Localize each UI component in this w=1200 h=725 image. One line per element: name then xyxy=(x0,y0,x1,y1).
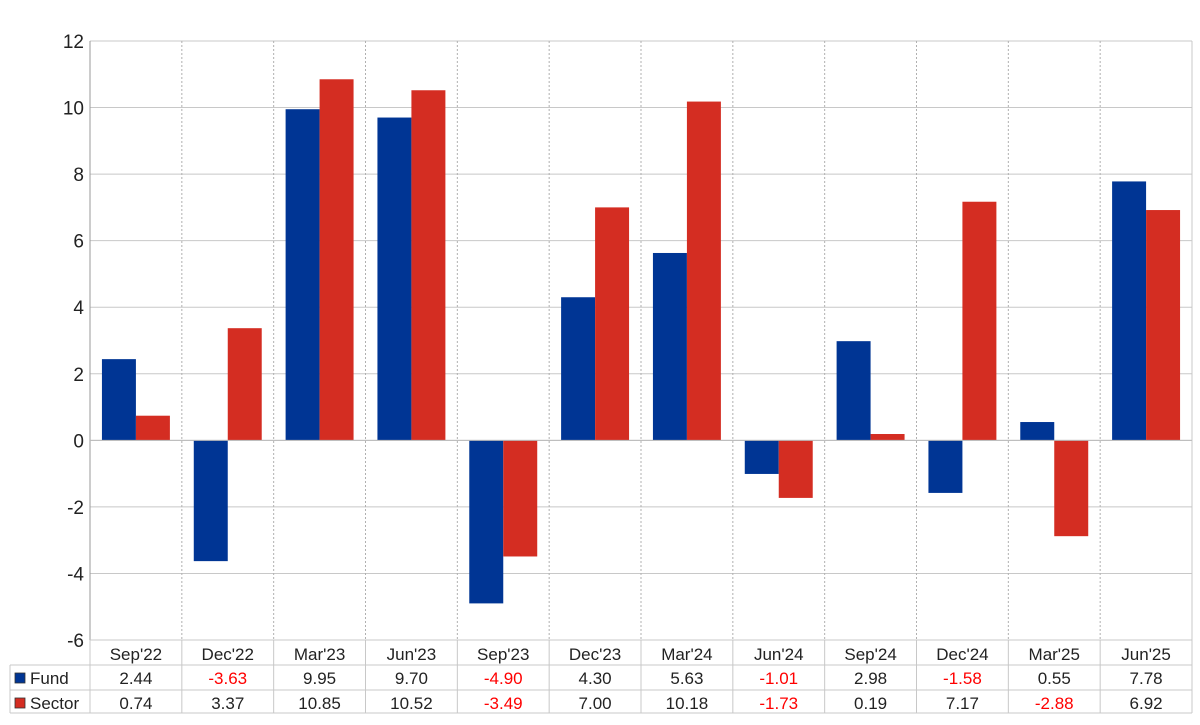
legend-label-fund: Fund xyxy=(30,669,69,688)
data-label-fund: -4.90 xyxy=(484,669,523,688)
x-tick-label: Dec'22 xyxy=(202,645,254,664)
bar-fund xyxy=(652,252,687,441)
x-tick-label: Sep'22 xyxy=(110,645,162,664)
bar-sector xyxy=(962,201,997,441)
y-tick-label: 10 xyxy=(63,99,84,120)
data-label-fund: 7.78 xyxy=(1130,669,1163,688)
data-label-sector: -3.49 xyxy=(484,694,523,713)
bar-fund xyxy=(193,440,228,562)
legend-swatch-sector xyxy=(14,697,26,709)
x-tick-label: Mar'23 xyxy=(294,645,345,664)
y-tick-label: 4 xyxy=(73,298,84,319)
bar-sector xyxy=(870,434,905,441)
x-tick-label: Dec'23 xyxy=(569,645,621,664)
bar-fund xyxy=(285,109,320,441)
data-label-sector: 6.92 xyxy=(1130,694,1163,713)
x-tick-label: Dec'24 xyxy=(936,645,988,664)
data-label-sector: 0.19 xyxy=(854,694,887,713)
data-label-sector: -1.73 xyxy=(759,694,798,713)
x-tick-label: Mar'24 xyxy=(661,645,712,664)
data-label-sector: 3.37 xyxy=(211,694,244,713)
data-label-fund: 9.95 xyxy=(303,669,336,688)
bar-fund xyxy=(377,117,412,441)
y-tick-label: -6 xyxy=(67,631,84,652)
data-table: Sep'22 Dec'22 Mar'23 Jun'23 Sep'23 Dec'23 Mar'… xyxy=(9,639,1193,714)
data-label-fund: 0.55 xyxy=(1038,669,1071,688)
data-label-sector: 10.85 xyxy=(298,694,341,713)
x-tick-label: Mar'25 xyxy=(1029,645,1080,664)
legend-swatch-fund xyxy=(14,672,26,684)
y-tick-label: -4 xyxy=(67,564,84,585)
bar-sector xyxy=(319,79,354,441)
data-label-sector: 7.17 xyxy=(946,694,979,713)
bar-fund xyxy=(928,440,963,493)
axis-layer: -6 -4 -2 0 2 4 6 8 10 12 xyxy=(63,32,1193,652)
bar-sector xyxy=(411,90,446,441)
bar-sector xyxy=(135,415,170,441)
y-tick-label: -2 xyxy=(67,498,84,519)
bar-fund xyxy=(561,297,596,441)
data-label-sector: -2.88 xyxy=(1035,694,1074,713)
bar-fund xyxy=(836,341,871,441)
data-label-sector: 10.52 xyxy=(390,694,433,713)
x-tick-label: Jun'24 xyxy=(754,645,804,664)
x-tick-label: Jun'25 xyxy=(1121,645,1171,664)
data-label-fund: 2.98 xyxy=(854,669,887,688)
bar-sector xyxy=(1146,210,1181,441)
data-label-sector: 0.74 xyxy=(119,694,152,713)
bar-sector xyxy=(227,328,262,441)
data-label-fund: -1.01 xyxy=(759,669,798,688)
bar-fund xyxy=(101,359,136,441)
bar-fund xyxy=(1112,181,1147,441)
x-tick-label: Sep'24 xyxy=(844,645,896,664)
data-label-fund: 9.70 xyxy=(395,669,428,688)
y-tick-label: 12 xyxy=(63,32,84,53)
bar-sector xyxy=(778,440,813,498)
legend-label-sector: Sector xyxy=(30,694,79,713)
bar-sector xyxy=(1054,440,1089,537)
bar-layer xyxy=(101,79,1181,604)
y-tick-label: 0 xyxy=(73,431,84,452)
bar-sector xyxy=(686,101,721,441)
data-label-fund: 5.63 xyxy=(670,669,703,688)
y-tick-label: 2 xyxy=(73,365,84,386)
x-tick-label: Jun'23 xyxy=(387,645,437,664)
bar-fund xyxy=(469,440,504,604)
data-label-fund: -3.63 xyxy=(208,669,247,688)
data-label-fund: 2.44 xyxy=(119,669,152,688)
data-label-sector: 7.00 xyxy=(579,694,612,713)
data-label-sector: 10.18 xyxy=(666,694,709,713)
bar-fund xyxy=(1020,422,1055,441)
x-tick-label: Sep'23 xyxy=(477,645,529,664)
data-label-fund: -1.58 xyxy=(943,669,982,688)
bar-sector xyxy=(503,440,538,557)
y-tick-label: 8 xyxy=(73,165,84,186)
bar-sector xyxy=(595,207,630,441)
data-label-fund: 4.30 xyxy=(579,669,612,688)
y-tick-label: 6 xyxy=(73,232,84,253)
bar-fund xyxy=(744,440,779,474)
